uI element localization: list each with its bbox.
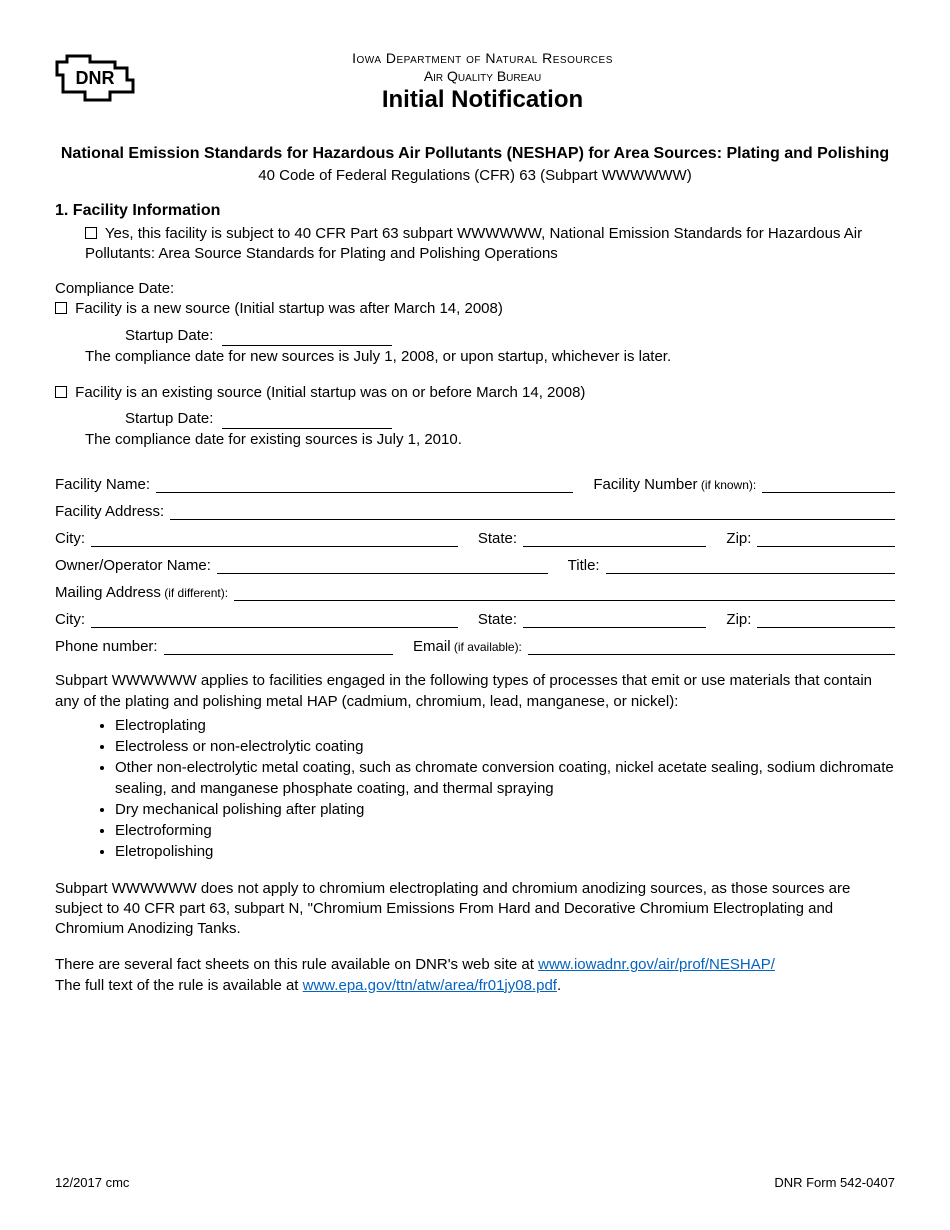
applies-list: Electroplating Electroless or non-electr…: [115, 716, 895, 863]
list-item: Dry mechanical polishing after plating: [115, 800, 895, 820]
owner-operator-row: Owner/Operator Name: Title:: [55, 557, 895, 574]
header-text-block: Iowa Department of Natural Resources Air…: [70, 50, 895, 114]
new-source-startup-row: Startup Date:: [125, 326, 895, 346]
cfr-line: 40 Code of Federal Regulations (CFR) 63 …: [55, 167, 895, 184]
subject-checkbox-row: Yes, this facility is subject to 40 CFR …: [85, 224, 895, 265]
fact-sheets-line2-prefix: The full text of the rule is available a…: [55, 977, 303, 994]
phone-email-row: Phone number: Email (if available):: [55, 638, 895, 655]
mailing-address-row: Mailing Address (if different):: [55, 584, 895, 601]
facility-address-field[interactable]: [170, 504, 895, 520]
fact-sheets-link-2[interactable]: www.epa.gov/ttn/atw/area/fr01jy08.pdf: [303, 977, 557, 994]
applies-intro: Subpart WWWWWW applies to facilities eng…: [55, 671, 895, 712]
main-title: Initial Notification: [70, 86, 895, 114]
list-item: Electroplating: [115, 716, 895, 736]
department-line: Iowa Department of Natural Resources: [70, 50, 895, 66]
state-label-2: State:: [478, 611, 517, 628]
email-field[interactable]: [528, 639, 895, 655]
city-label-2: City:: [55, 611, 85, 628]
city-field-2[interactable]: [91, 612, 458, 628]
compliance-date-label: Compliance Date:: [55, 280, 895, 297]
new-source-note: The compliance date for new sources is J…: [85, 348, 895, 365]
footer-left: 12/2017 cmc: [55, 1175, 129, 1190]
mailing-address-label: Mailing Address (if different):: [55, 584, 228, 601]
list-item: Eletropolishing: [115, 842, 895, 862]
existing-source-label: Facility is an existing source (Initial …: [75, 384, 585, 401]
subject-text: Yes, this facility is subject to 40 CFR …: [85, 225, 862, 262]
zip-label-2: Zip:: [726, 611, 751, 628]
state-field-2[interactable]: [523, 612, 706, 628]
title-field[interactable]: [606, 558, 895, 574]
facility-name-field[interactable]: [156, 477, 573, 493]
new-source-row: Facility is a new source (Initial startu…: [55, 299, 895, 319]
state-field-1[interactable]: [523, 531, 706, 547]
existing-source-checkbox[interactable]: [55, 386, 67, 398]
fact-sheets-line1-prefix: There are several fact sheets on this ru…: [55, 956, 538, 973]
city-field-1[interactable]: [91, 531, 458, 547]
new-source-label: Facility is a new source (Initial startu…: [75, 300, 503, 317]
title-label: Title:: [568, 557, 600, 574]
not-apply-paragraph: Subpart WWWWWW does not apply to chromiu…: [55, 879, 895, 940]
list-item: Electroforming: [115, 821, 895, 841]
facility-number-field[interactable]: [762, 477, 895, 493]
fact-sheets-link-1[interactable]: www.iowadnr.gov/air/prof/NESHAP/: [538, 956, 775, 973]
city-state-zip-row-2: City: State: Zip:: [55, 611, 895, 628]
sub-header: National Emission Standards for Hazardou…: [55, 144, 895, 184]
facility-number-label: Facility Number (if known):: [593, 476, 756, 493]
bureau-line: Air Quality Bureau: [70, 68, 895, 84]
form-fields: Facility Name: Facility Number (if known…: [55, 476, 895, 655]
new-source-startup-label: Startup Date:: [125, 326, 213, 346]
email-label: Email (if available):: [413, 638, 522, 655]
period: .: [557, 977, 561, 994]
existing-source-note: The compliance date for existing sources…: [85, 431, 895, 448]
list-item: Electroless or non-electrolytic coating: [115, 737, 895, 757]
existing-source-startup-label: Startup Date:: [125, 409, 213, 429]
state-label-1: State:: [478, 530, 517, 547]
existing-source-startup-row: Startup Date:: [125, 409, 895, 429]
city-label-1: City:: [55, 530, 85, 547]
zip-field-1[interactable]: [757, 531, 895, 547]
existing-source-startup-field[interactable]: [222, 415, 392, 429]
phone-label: Phone number:: [55, 638, 158, 655]
facility-name-label: Facility Name:: [55, 476, 150, 493]
footer-right: DNR Form 542-0407: [774, 1175, 895, 1190]
phone-field[interactable]: [164, 639, 393, 655]
header-row: DNR Iowa Department of Natural Resources…: [55, 50, 895, 114]
mailing-address-field[interactable]: [234, 585, 895, 601]
list-item: Other non-electrolytic metal coating, su…: [115, 758, 895, 799]
facility-address-row: Facility Address:: [55, 503, 895, 520]
sub-title: National Emission Standards for Hazardou…: [55, 144, 895, 165]
section-1-heading: 1. Facility Information: [55, 202, 895, 220]
facility-address-label: Facility Address:: [55, 503, 164, 520]
fact-sheets-paragraph: There are several fact sheets on this ru…: [55, 955, 895, 996]
facility-name-row: Facility Name: Facility Number (if known…: [55, 476, 895, 493]
zip-label-1: Zip:: [726, 530, 751, 547]
subject-checkbox[interactable]: [85, 227, 97, 239]
city-state-zip-row-1: City: State: Zip:: [55, 530, 895, 547]
zip-field-2[interactable]: [757, 612, 895, 628]
new-source-startup-field[interactable]: [222, 332, 392, 346]
existing-source-row: Facility is an existing source (Initial …: [55, 383, 895, 403]
owner-operator-label: Owner/Operator Name:: [55, 557, 211, 574]
owner-operator-field[interactable]: [217, 558, 548, 574]
new-source-checkbox[interactable]: [55, 302, 67, 314]
page-footer: 12/2017 cmc DNR Form 542-0407: [55, 1175, 895, 1190]
